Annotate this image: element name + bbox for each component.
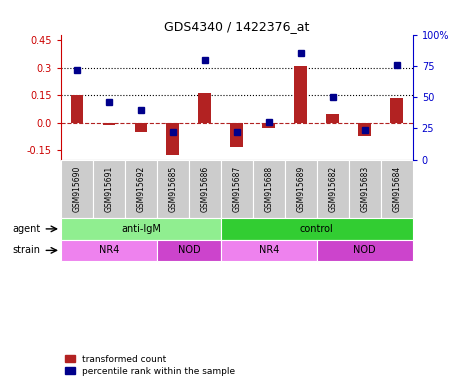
Text: GSM915683: GSM915683 xyxy=(360,166,369,212)
Bar xyxy=(221,160,253,218)
Bar xyxy=(61,240,157,261)
Bar xyxy=(221,240,317,261)
Bar xyxy=(317,160,349,218)
Text: GSM915685: GSM915685 xyxy=(168,166,177,212)
Bar xyxy=(61,218,221,240)
Text: control: control xyxy=(300,224,333,234)
Bar xyxy=(381,160,413,218)
Text: GSM915690: GSM915690 xyxy=(72,166,82,212)
Text: GSM915682: GSM915682 xyxy=(328,166,337,212)
Text: GSM915686: GSM915686 xyxy=(200,166,209,212)
Text: anti-IgM: anti-IgM xyxy=(121,224,161,234)
Text: NR4: NR4 xyxy=(258,245,279,255)
Bar xyxy=(285,160,317,218)
Bar xyxy=(135,123,147,132)
Bar xyxy=(103,123,115,125)
Bar xyxy=(390,98,403,123)
Title: GDS4340 / 1422376_at: GDS4340 / 1422376_at xyxy=(164,20,310,33)
Text: GSM915691: GSM915691 xyxy=(105,166,113,212)
Text: agent: agent xyxy=(12,224,40,234)
Text: NOD: NOD xyxy=(178,245,200,255)
Bar xyxy=(263,123,275,128)
Bar xyxy=(349,160,381,218)
Legend: transformed count, percentile rank within the sample: transformed count, percentile rank withi… xyxy=(66,355,235,376)
Bar xyxy=(166,123,179,155)
Text: NOD: NOD xyxy=(354,245,376,255)
Text: GSM915692: GSM915692 xyxy=(136,166,145,212)
Bar xyxy=(253,160,285,218)
Bar xyxy=(125,160,157,218)
Bar xyxy=(295,66,307,123)
Bar xyxy=(157,160,189,218)
Bar xyxy=(93,160,125,218)
Bar xyxy=(61,160,93,218)
Bar xyxy=(189,160,221,218)
Bar xyxy=(70,95,83,123)
Text: strain: strain xyxy=(12,245,40,255)
Bar xyxy=(221,218,413,240)
Bar xyxy=(157,240,221,261)
Text: GSM915688: GSM915688 xyxy=(265,166,273,212)
Bar xyxy=(358,123,371,136)
Bar xyxy=(230,123,243,147)
Text: GSM915689: GSM915689 xyxy=(296,166,305,212)
Bar xyxy=(198,93,211,123)
Bar xyxy=(317,240,413,261)
Bar xyxy=(326,114,339,123)
Text: GSM915684: GSM915684 xyxy=(392,166,401,212)
Text: GSM915687: GSM915687 xyxy=(232,166,242,212)
Text: NR4: NR4 xyxy=(99,245,119,255)
